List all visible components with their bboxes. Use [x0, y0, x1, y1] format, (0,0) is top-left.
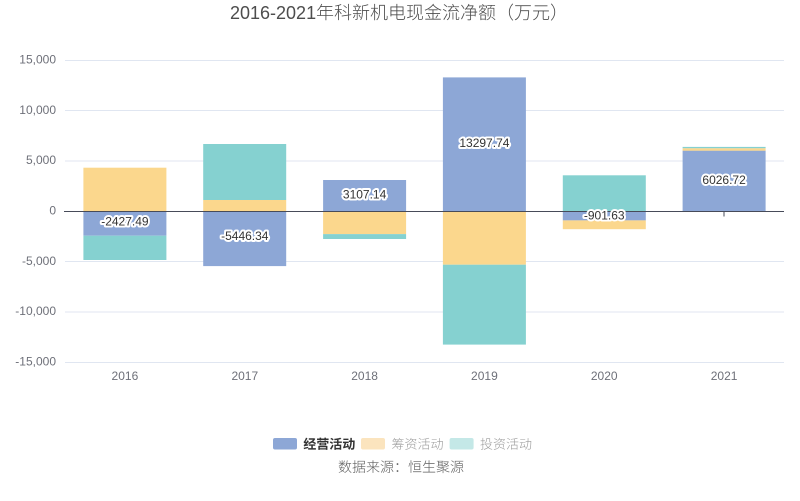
svg-text:0: 0 — [49, 204, 56, 218]
svg-text:2018: 2018 — [351, 369, 378, 383]
svg-text:-2427.49: -2427.49 — [101, 214, 149, 228]
svg-text:5,000: 5,000 — [26, 153, 56, 167]
svg-text:2021: 2021 — [711, 369, 738, 383]
svg-text:6026.72: 6026.72 — [702, 173, 746, 187]
svg-text:-10,000: -10,000 — [15, 304, 56, 318]
svg-text:2017: 2017 — [231, 369, 258, 383]
svg-text:10,000: 10,000 — [19, 103, 56, 117]
svg-text:-5446.34: -5446.34 — [221, 229, 269, 243]
svg-text:-5,000: -5,000 — [22, 254, 56, 268]
svg-text:-901.63: -901.63 — [584, 209, 625, 223]
svg-text:15,000: 15,000 — [19, 53, 56, 67]
svg-text:2019: 2019 — [471, 369, 498, 383]
svg-text:2020: 2020 — [591, 369, 618, 383]
svg-text:-15,000: -15,000 — [15, 355, 56, 369]
svg-text:2016-2021: 2016-2021 — [230, 3, 316, 23]
svg-text:13297.74: 13297.74 — [459, 136, 509, 150]
svg-text:2016: 2016 — [112, 369, 139, 383]
svg-text:3107.14: 3107.14 — [343, 187, 387, 201]
